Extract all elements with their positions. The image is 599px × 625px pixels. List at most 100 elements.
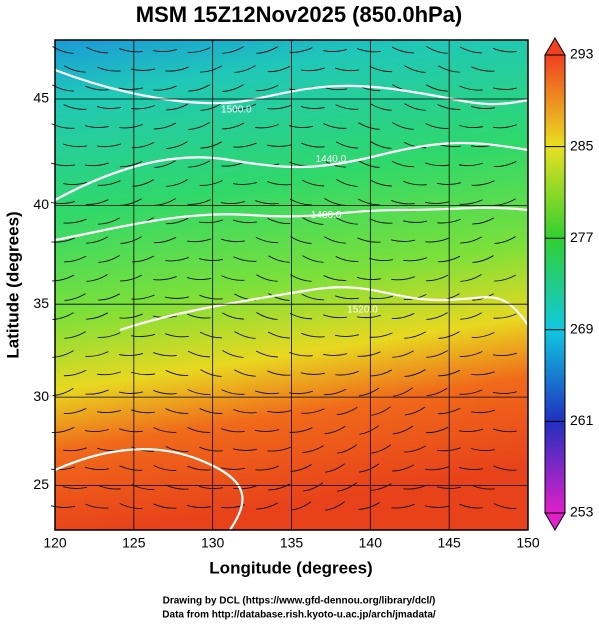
streamline [165, 217, 189, 225]
streamline [471, 484, 495, 490]
streamline [335, 141, 358, 149]
streamline [470, 447, 496, 452]
streamline [222, 122, 245, 130]
streamline [255, 124, 279, 129]
streamline [130, 371, 155, 376]
streamline [323, 314, 347, 319]
streamline [200, 141, 222, 149]
streamline [165, 66, 189, 72]
streamline [186, 504, 212, 509]
streamline [302, 445, 324, 453]
streamline [370, 141, 392, 149]
streamline [153, 465, 177, 471]
streamline [62, 182, 88, 185]
streamline [302, 217, 324, 225]
y-tick-label: 45 [33, 90, 49, 106]
streamline [324, 236, 346, 244]
streamline [232, 448, 258, 451]
streamline [187, 199, 211, 205]
streamline [267, 370, 291, 376]
streamline [51, 466, 75, 471]
streamline [187, 47, 211, 53]
streamline [359, 425, 379, 435]
streamline [187, 313, 211, 319]
streamline [220, 238, 245, 243]
streamline [336, 179, 358, 187]
footer-line: Drawing by DCL (https://www.gfd-dennou.o… [163, 596, 436, 607]
streamline [404, 65, 426, 73]
streamline [359, 463, 380, 473]
streamline [86, 274, 108, 282]
streamline [188, 160, 211, 168]
streamline [357, 48, 381, 53]
streamline [221, 275, 245, 281]
streamline [256, 274, 278, 282]
streamline [392, 464, 415, 472]
streamline [255, 465, 279, 471]
streamline [153, 85, 177, 91]
streamline [166, 141, 188, 149]
streamline [356, 276, 382, 281]
footer-line: Data from http://database.rish.kyoto-u.a… [162, 610, 436, 621]
streamline [323, 275, 347, 281]
streamline [291, 501, 312, 511]
streamline [64, 293, 86, 301]
streamline [336, 217, 358, 225]
streamline [425, 426, 449, 434]
streamline [199, 446, 223, 452]
streamline [220, 201, 246, 204]
streamline [52, 46, 74, 54]
streamline [254, 429, 280, 432]
streamline [303, 482, 324, 492]
streamline [472, 255, 494, 263]
streamline [98, 293, 120, 301]
streamline [494, 236, 516, 244]
streamline [63, 104, 87, 110]
streamline [51, 84, 74, 92]
streamline [300, 106, 326, 109]
streamline [404, 369, 426, 377]
streamline [187, 389, 211, 395]
streamline [301, 332, 325, 338]
streamline [255, 236, 279, 244]
streamline [357, 351, 381, 357]
streamline [85, 503, 109, 509]
streamline [234, 369, 256, 377]
streamline [51, 427, 75, 434]
x-axis-label: Longitude (degrees) [209, 558, 372, 577]
streamline [371, 444, 392, 454]
streamline [199, 219, 224, 224]
streamline [493, 124, 517, 129]
x-tick-label: 130 [201, 535, 225, 551]
streamline [459, 199, 483, 205]
streamline [199, 331, 223, 339]
streamline [233, 485, 257, 490]
streamline [266, 144, 292, 147]
streamline [233, 142, 257, 148]
streamline [425, 123, 449, 129]
streamline [392, 350, 414, 358]
streamline [391, 46, 414, 54]
streamline [268, 255, 290, 263]
streamline [323, 123, 347, 129]
streamline [220, 467, 246, 470]
streamline [120, 274, 143, 282]
streamline [301, 142, 325, 148]
streamline [426, 312, 448, 320]
y-tick-label: 25 [33, 476, 49, 492]
streamline [119, 428, 143, 433]
colorbar-tick-label: 285 [570, 137, 594, 153]
streamline [290, 274, 312, 282]
streamline [288, 125, 314, 128]
streamline [323, 388, 347, 396]
streamline [368, 257, 394, 262]
streamline [233, 256, 257, 262]
streamline [187, 427, 211, 433]
streamline [234, 331, 256, 339]
streamline [153, 236, 177, 244]
streamline [424, 505, 450, 508]
streamline [425, 466, 449, 471]
streamline [166, 179, 188, 187]
streamline [267, 65, 291, 73]
streamline [404, 406, 426, 416]
